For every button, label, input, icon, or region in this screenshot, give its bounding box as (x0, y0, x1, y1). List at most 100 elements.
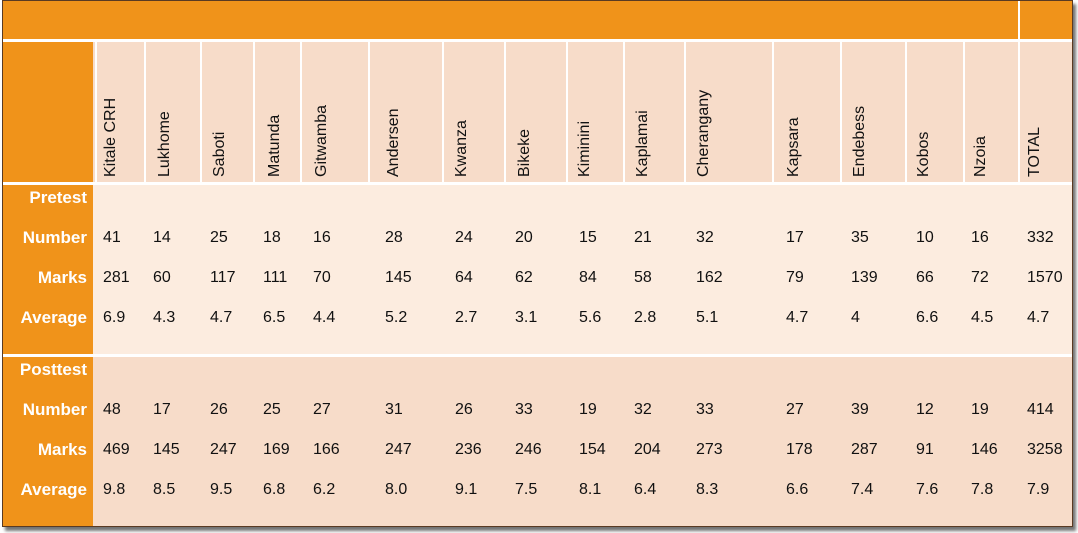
row-label: Number (22, 228, 87, 247)
column-divider (623, 42, 625, 183)
table-cell: 64 (455, 269, 473, 286)
table-cell: 166 (313, 441, 340, 458)
table-cell: 15 (579, 229, 597, 246)
table-cell: 48 (103, 401, 121, 418)
column-divider (300, 42, 302, 183)
table-cell: 33 (696, 401, 714, 418)
table-cell: 26 (455, 401, 473, 418)
table-cell: 6.9 (103, 309, 126, 326)
table-cell: 60 (153, 269, 171, 286)
table-cell: 25 (210, 229, 228, 246)
table-cell: 162 (696, 269, 723, 286)
table-cell: 117 (210, 269, 236, 286)
table-cell: 14 (153, 229, 171, 246)
column-header: Saboti (211, 131, 228, 177)
table-cell: 72 (971, 269, 989, 286)
table-cell: 8.5 (153, 481, 176, 498)
table-cell: 8.0 (385, 481, 408, 498)
table-cell: 58 (634, 269, 652, 286)
column-header: Kitale CRH (102, 97, 119, 177)
table-cell: 9.5 (210, 481, 233, 498)
table-cell: 31 (385, 401, 403, 418)
table-cell: 169 (263, 441, 290, 458)
title-bar-divider (1018, 1, 1020, 39)
table-cell: 27 (313, 401, 331, 418)
column-header: Nzoia (972, 136, 989, 177)
column-divider (95, 42, 97, 183)
table-cell: 21 (634, 229, 652, 246)
column-header: Lukhome (156, 111, 173, 177)
table-cell: 246 (515, 441, 542, 458)
column-divider (566, 42, 568, 183)
table-cell: 111 (263, 269, 288, 286)
table-cell: 6.5 (263, 309, 286, 326)
table-cell: 39 (851, 401, 869, 418)
table-cell: 2.8 (634, 309, 657, 326)
row-label: Marks (37, 440, 87, 459)
table-cell: 5.1 (696, 309, 719, 326)
table-cell: 5.2 (385, 309, 408, 326)
column-divider (368, 42, 370, 183)
table-cell: 154 (579, 441, 606, 458)
column-header: Matunda (266, 114, 283, 177)
column-divider (772, 42, 774, 183)
table-cell: 273 (696, 441, 723, 458)
table-cell: 6.6 (786, 481, 809, 498)
column-divider (200, 42, 202, 183)
column-header: Kapsara (785, 117, 802, 177)
table-cell: 19 (971, 401, 989, 418)
table-cell: 10 (916, 229, 934, 246)
table-cell: 469 (103, 441, 130, 458)
table-cell: 33 (515, 401, 533, 418)
table-cell: 6.2 (313, 481, 336, 498)
table-cell: 236 (455, 441, 482, 458)
table-cell: 8.3 (696, 481, 719, 498)
table-cell: 70 (313, 269, 331, 286)
table-cell: 3.1 (515, 309, 538, 326)
column-divider (684, 42, 686, 183)
table-cell: 7.5 (515, 481, 538, 498)
table-cell: 7.9 (1027, 481, 1050, 498)
table-cell: 178 (786, 441, 813, 458)
table-cell: 145 (153, 441, 180, 458)
table-cell: 35 (851, 229, 869, 246)
table-cell: 12 (916, 401, 934, 418)
column-divider (504, 42, 506, 183)
column-header: Bikeke (516, 128, 533, 177)
table-cell: 7.6 (916, 481, 939, 498)
row-label: Average (20, 308, 87, 327)
table-cell: 18 (263, 229, 281, 246)
row-label: Marks (37, 268, 87, 287)
section-divider (3, 354, 1072, 357)
table-cell: 4.7 (210, 309, 233, 326)
column-header: Cherangany (695, 89, 712, 177)
column-divider (840, 42, 842, 183)
column-header: Kobos (915, 131, 932, 177)
pretest-label: Pretest (29, 188, 87, 207)
table-cell: 6.8 (263, 481, 286, 498)
row-label-column (3, 42, 93, 526)
table-cell: 145 (385, 269, 412, 286)
table-cell: 62 (515, 269, 533, 286)
table-cell: 4.4 (313, 309, 336, 326)
table-cell: 24 (455, 229, 473, 246)
column-divider (1018, 42, 1020, 183)
table-cell: 66 (916, 269, 934, 286)
table-cell: 1570 (1027, 269, 1063, 286)
table-cell: 17 (786, 229, 804, 246)
table-cell: 4.3 (153, 309, 176, 326)
table-cell: 16 (313, 229, 331, 246)
table-cell: 27 (786, 401, 804, 418)
table-cell: 6.4 (634, 481, 657, 498)
table-cell: 91 (916, 441, 934, 458)
table-cell: 4 (851, 309, 860, 326)
column-header: Andersen (385, 108, 402, 178)
table-cell: 247 (385, 441, 412, 458)
row-label: Number (22, 400, 87, 419)
table-cell: 84 (579, 269, 597, 286)
table-cell: 6.6 (916, 309, 939, 326)
table-cell: 4.7 (786, 309, 809, 326)
table-cell: 7.4 (851, 481, 874, 498)
table-cell: 20 (515, 229, 533, 246)
